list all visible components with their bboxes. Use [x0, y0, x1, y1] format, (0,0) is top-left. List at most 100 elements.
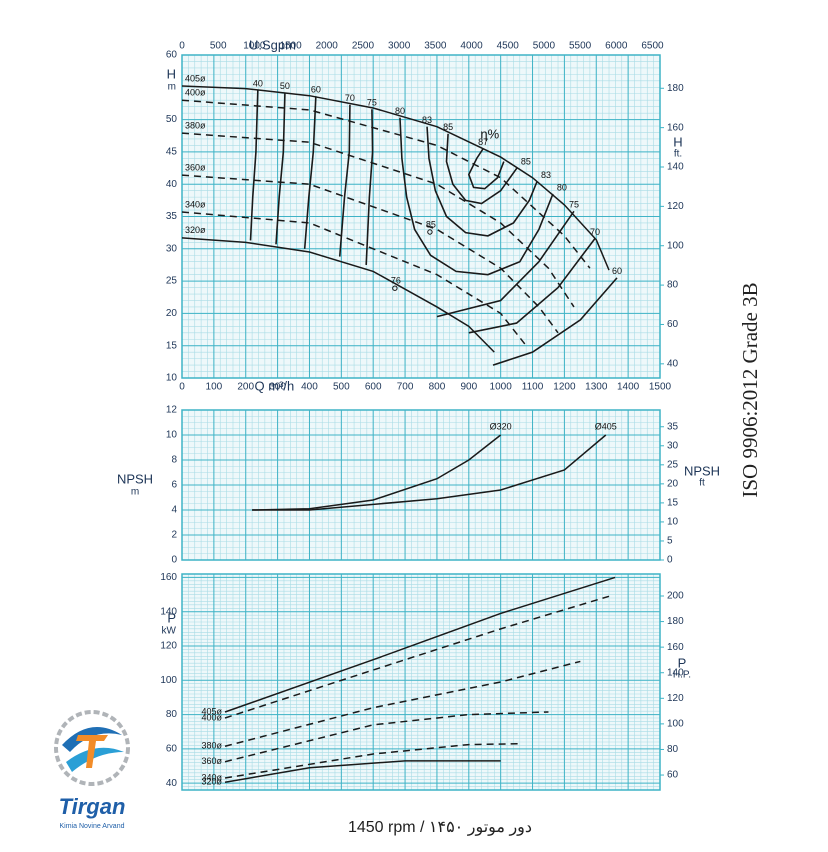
curve: [445, 133, 518, 205]
y-tick-label: 40: [166, 778, 178, 789]
y-tick-label: 20: [166, 308, 178, 319]
efficiency-label: 75: [569, 200, 579, 210]
curve: [436, 210, 575, 318]
curve: [224, 576, 616, 713]
annotation: η%: [480, 127, 499, 142]
x2-tick-label: 6000: [605, 41, 628, 52]
x2-tick-label: 3500: [424, 41, 447, 52]
charts: 1015202530354045506040608010012014016018…: [117, 37, 720, 791]
x-tick-label: 200: [237, 382, 254, 393]
curve: [224, 660, 581, 748]
y2-tick-label: 140: [667, 667, 684, 678]
efficiency-label: 70: [345, 93, 355, 103]
efficiency-label: 85: [521, 156, 531, 166]
y-tick-label: 140: [160, 606, 177, 617]
x-tick-label: 600: [365, 382, 382, 393]
x-tick-label: 800: [429, 382, 446, 393]
efficiency-label: 60: [311, 85, 321, 95]
logo-swirl: [66, 747, 124, 772]
curve: [224, 711, 549, 763]
bep-marker: [427, 229, 433, 235]
y-tick-label: 60: [166, 743, 178, 754]
logo-letter: [76, 735, 108, 768]
plot-frame: [181, 573, 661, 791]
logo: Tirgan Kimia Novine Arvand: [54, 710, 130, 830]
x2-tick-label: 3000: [388, 41, 411, 52]
y2-tick-label: 60: [667, 319, 679, 330]
y-axis-label: NPSH: [117, 471, 153, 486]
curve: [181, 99, 591, 269]
x2-tick-label: 0: [179, 41, 185, 52]
y-tick-label: 80: [166, 709, 178, 720]
curve: [224, 760, 501, 784]
curve: [338, 104, 351, 257]
annotation: 85: [426, 219, 436, 229]
x-tick-label: 1100: [522, 382, 544, 393]
x-tick-label: 700: [397, 382, 414, 393]
y2-tick-label: 80: [667, 280, 679, 291]
curve: [492, 277, 618, 366]
x2-tick-label: 500: [210, 41, 227, 52]
series-label: 320ø: [202, 777, 223, 787]
efficiency-label: 83: [422, 115, 432, 125]
y2-tick-label: 25: [667, 459, 679, 470]
efficiency-label: 60: [612, 266, 622, 276]
curve: [252, 434, 502, 511]
efficiency-label: 40: [253, 78, 263, 88]
series-label: Ø320: [490, 421, 512, 431]
x-tick-label: 1000: [490, 382, 513, 393]
y2-tick-label: 60: [667, 770, 679, 781]
series-label: 405ø: [202, 706, 223, 716]
curve: [399, 117, 554, 276]
y2-tick-label: 10: [667, 517, 679, 528]
y-tick-label: 50: [166, 114, 178, 125]
y-tick-label: 120: [160, 641, 177, 652]
series-label: Ø405: [595, 421, 617, 431]
y2-tick-label: 40: [667, 358, 679, 369]
curve: [252, 434, 607, 511]
logo-gear: [54, 710, 130, 786]
x2-tick-label: 2000: [316, 41, 339, 52]
efficiency-label: 80: [395, 106, 405, 116]
x-tick-label: 1200: [553, 382, 576, 393]
y2-tick-label: 180: [667, 83, 684, 94]
efficiency-label: 87: [478, 137, 488, 147]
y2-tick-label: 120: [667, 201, 684, 212]
y-tick-label: 160: [160, 572, 177, 583]
footer: 1450 rpm / ۱۴۵۰ دور موتور: [348, 819, 532, 836]
series-label: 400ø: [202, 712, 223, 722]
bep-marker: [392, 285, 398, 291]
efficiency-label: 80: [557, 182, 567, 192]
curve: [181, 211, 527, 347]
x-tick-label: 300: [269, 382, 286, 393]
curve: [365, 109, 374, 265]
y2-tick-label: 120: [667, 693, 684, 704]
y2-axis-label: ft: [699, 478, 705, 489]
y-tick-label: 40: [166, 179, 178, 190]
logo-swirl: [62, 727, 122, 752]
y-tick-label: 15: [166, 340, 178, 351]
series-label: 360ø: [202, 756, 223, 766]
y-axis-label: m: [168, 82, 176, 93]
y-tick-label: 2: [171, 530, 177, 541]
x-tick-label: 100: [206, 382, 223, 393]
series-label: 340ø: [202, 772, 223, 782]
plot-area: [182, 574, 660, 790]
x-axis-label: Q m³/h: [255, 378, 295, 393]
y-tick-label: 25: [166, 276, 178, 287]
x2-tick-label: 5000: [533, 41, 556, 52]
curve: [224, 595, 610, 719]
y2-tick-label: 180: [667, 616, 684, 627]
plot-frame: [181, 54, 661, 379]
x-tick-label: 1500: [649, 382, 672, 393]
curve: [467, 148, 505, 190]
series-label: 380ø: [185, 121, 206, 131]
curve: [275, 92, 286, 245]
y-axis-label: P: [167, 610, 176, 625]
y2-tick-label: 35: [667, 421, 679, 432]
y-tick-label: 10: [166, 430, 178, 441]
efficiency-label: 50: [280, 81, 290, 91]
x2-tick-label: 5500: [569, 41, 592, 52]
x-tick-label: 1400: [617, 382, 640, 393]
efficiency-label: 83: [541, 170, 551, 180]
